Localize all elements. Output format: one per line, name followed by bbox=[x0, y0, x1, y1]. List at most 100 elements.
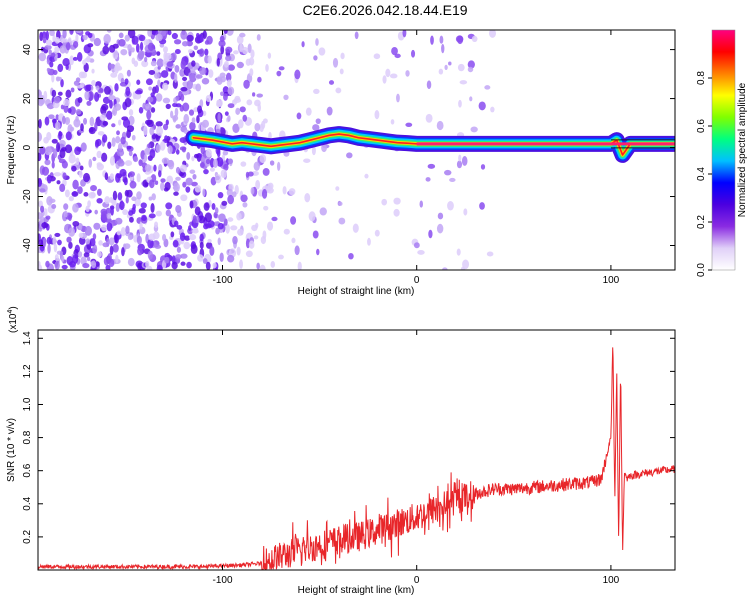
snr-y-scale-close: ) bbox=[8, 306, 19, 309]
spectrogram-speckle bbox=[72, 203, 79, 213]
spectrogram-speckle bbox=[133, 60, 139, 67]
spectrogram-speckle bbox=[148, 233, 156, 241]
spectrogram-speckle bbox=[102, 121, 109, 126]
spectrogram-speckle bbox=[396, 93, 400, 103]
spectrogram-speckle bbox=[136, 191, 142, 200]
colorbar-tick-label: 0.4 bbox=[696, 167, 707, 181]
spectrogram-speckle bbox=[101, 152, 108, 163]
x-tick-label: 0 bbox=[414, 575, 420, 586]
spectrogram-speckle bbox=[93, 37, 101, 47]
spectrogram-speckle bbox=[143, 125, 148, 136]
spectrogram-speckle bbox=[237, 228, 244, 236]
spectrogram-speckle bbox=[155, 33, 163, 42]
spectrogram-speckle bbox=[236, 61, 244, 69]
spectrogram-speckle bbox=[191, 117, 196, 124]
spectrogram-speckle bbox=[94, 209, 98, 215]
spectrogram-speckle bbox=[97, 251, 102, 258]
y-tick-label: 1.4 bbox=[22, 331, 33, 345]
snr-background bbox=[38, 330, 675, 570]
spectrogram-x-ticks: -100 0 100 bbox=[212, 30, 620, 286]
spectrogram-speckle bbox=[92, 156, 97, 162]
spectrogram-speckle bbox=[202, 258, 208, 264]
spectrogram-speckle bbox=[69, 106, 76, 115]
colorbar-label: Normalized spectral amplitude bbox=[737, 82, 748, 217]
spectrogram-speckle bbox=[59, 183, 66, 193]
spectrogram-speckle bbox=[124, 34, 130, 42]
spectrogram-speckle bbox=[278, 66, 285, 71]
spectrogram-speckle bbox=[447, 201, 454, 211]
spectrogram-speckle bbox=[38, 52, 47, 62]
spectrogram-speckle bbox=[338, 201, 343, 206]
spectrogram-speckle bbox=[265, 64, 269, 72]
spectrogram-speckle bbox=[301, 41, 305, 48]
spectrogram-speckle bbox=[164, 135, 169, 142]
spectrogram-speckle bbox=[171, 32, 178, 40]
spectrogram-panel: -100 0 100 40 20 0 -20 -40 Height of straight … bbox=[6, 29, 676, 297]
spectrogram-speckles bbox=[38, 30, 497, 270]
spectrogram-speckle bbox=[44, 44, 52, 50]
spectrogram-speckle bbox=[80, 123, 84, 132]
spectrogram-speckle bbox=[232, 236, 238, 245]
snr-y-label: SNR (10 * v/v) bbox=[6, 418, 17, 482]
spectrogram-speckle bbox=[107, 141, 112, 149]
spectrogram-speckle bbox=[135, 43, 140, 53]
spectrogram-speckle bbox=[220, 91, 225, 97]
spectrogram-speckle bbox=[217, 191, 224, 199]
spectrogram-speckle bbox=[95, 261, 100, 267]
spectrogram-speckle bbox=[63, 203, 69, 210]
spectrogram-speckle bbox=[77, 251, 83, 258]
spectrogram-speckle bbox=[46, 67, 51, 73]
spectrogram-speckle bbox=[313, 88, 320, 94]
spectrogram-speckle bbox=[175, 176, 181, 181]
spectrogram-speckle bbox=[38, 178, 43, 187]
y-tick-label: 0.8 bbox=[22, 430, 33, 444]
spectrogram-speckle bbox=[113, 103, 122, 111]
spectrogram-speckle bbox=[42, 237, 47, 248]
spectrogram-speckle bbox=[186, 152, 191, 160]
spectrogram-speckle bbox=[172, 239, 179, 248]
spectrogram-speckle bbox=[109, 99, 113, 109]
spectrogram-speckle bbox=[84, 225, 92, 236]
spectrogram-speckle bbox=[45, 39, 53, 46]
spectrogram-speckle bbox=[180, 194, 188, 202]
spectrogram-speckle bbox=[44, 159, 51, 166]
spectrogram-speckle bbox=[156, 264, 163, 270]
spectrogram-speckle bbox=[64, 189, 70, 198]
spectrogram-speckle bbox=[199, 241, 204, 249]
spectrogram-speckle bbox=[220, 76, 227, 83]
spectrogram-speckle bbox=[257, 76, 262, 83]
spectrogram-speckle bbox=[197, 254, 204, 262]
spectrogram-y-ticks: 40 20 0 -20 -40 bbox=[22, 44, 675, 253]
spectrogram-speckle bbox=[144, 164, 152, 172]
spectrogram-speckle bbox=[225, 223, 230, 234]
spectrogram-speckle bbox=[157, 79, 161, 88]
spectrogram-speckle bbox=[128, 210, 134, 216]
spectrogram-speckle bbox=[147, 238, 154, 249]
spectrogram-speckle bbox=[106, 237, 110, 247]
spectrogram-speckle bbox=[147, 42, 155, 52]
spectrogram-speckle bbox=[189, 73, 196, 83]
spectrogram-speckle bbox=[97, 188, 102, 197]
spectrogram-speckle bbox=[67, 107, 72, 114]
spectrogram-speckle bbox=[457, 63, 465, 72]
spectrogram-speckle bbox=[152, 30, 159, 36]
spectrogram-speckle bbox=[179, 164, 187, 173]
spectrogram-speckle bbox=[245, 58, 251, 66]
spectrogram-speckle bbox=[148, 179, 155, 189]
spectrogram-speckle bbox=[236, 212, 242, 221]
spectrogram-speckle bbox=[180, 30, 188, 40]
spectrogram-speckle bbox=[76, 52, 83, 62]
spectrogram-speckle bbox=[390, 119, 395, 125]
spectrogram-speckle bbox=[148, 196, 153, 201]
spectrogram-speckle bbox=[155, 121, 163, 127]
colorbar-strip bbox=[711, 29, 736, 271]
spectrogram-speckle bbox=[174, 107, 179, 117]
spectrogram-speckle bbox=[92, 233, 97, 240]
spectrogram-speckle bbox=[467, 66, 474, 73]
spectrogram-speckle bbox=[46, 131, 52, 141]
spectrogram-speckle bbox=[95, 85, 100, 91]
spectrogram-speckle bbox=[208, 69, 214, 78]
spectrogram-speckle bbox=[103, 86, 111, 95]
spectrogram-speckle bbox=[72, 179, 79, 190]
spectrogram-speckle bbox=[216, 157, 224, 167]
